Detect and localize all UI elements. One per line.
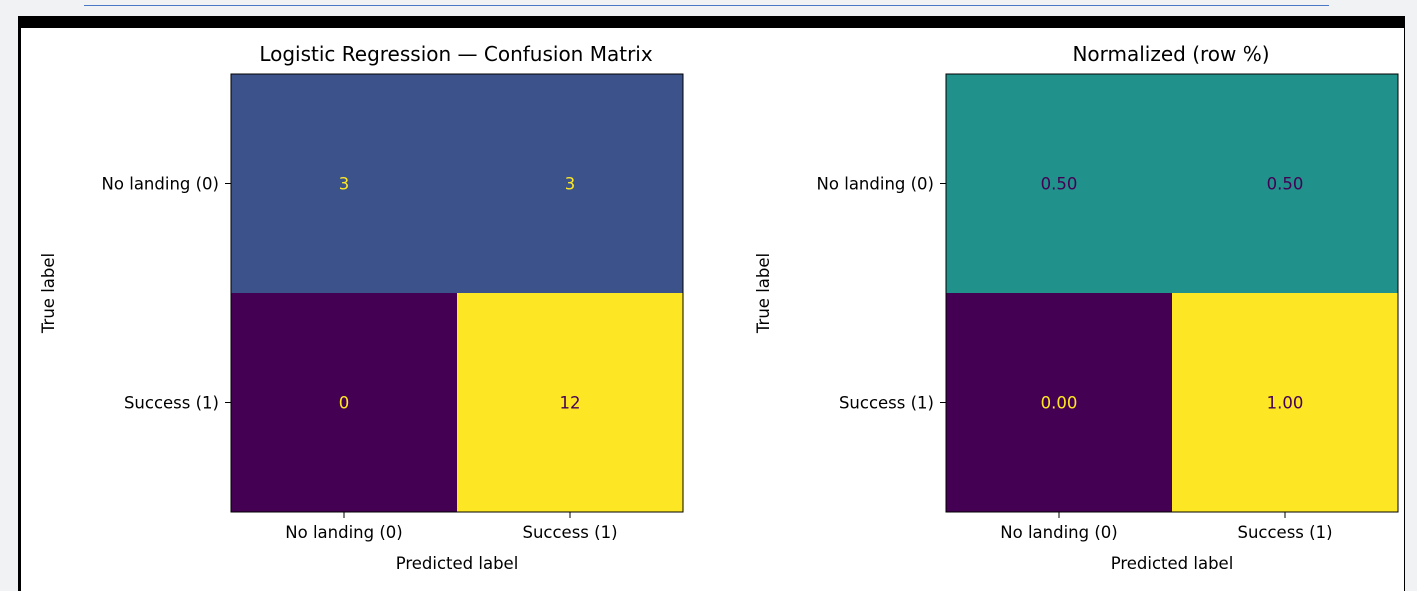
cell-value-label: 12 <box>560 394 581 413</box>
x-tick-label: Success (1) <box>1237 523 1332 542</box>
x-tick-label: Success (1) <box>522 523 617 542</box>
normalized-matrix-panel: Normalized (row %) 0.50 0.50 0.00 1.00 No l… <box>754 42 1399 573</box>
x-axis-label: Predicted label <box>1111 554 1234 573</box>
confusion-matrix-figure: Logistic Regression — Confusion Matrix 3… <box>39 42 1399 573</box>
cell-value-label: 3 <box>565 175 576 194</box>
cell-top-border <box>84 5 1329 6</box>
matrix-cell <box>946 293 1173 513</box>
cell-value-label: 3 <box>339 175 350 194</box>
panel-title: Logistic Regression — Confusion Matrix <box>259 42 653 66</box>
matrix-cell <box>231 74 458 294</box>
y-axis-label: True label <box>39 253 58 334</box>
matrix-cell <box>457 74 684 294</box>
y-axis-label: True label <box>754 253 773 334</box>
cell-value-label: 0 <box>339 394 350 413</box>
matrix-cell <box>1172 293 1399 513</box>
panel-title: Normalized (row %) <box>1072 42 1269 66</box>
matrix-cell <box>946 74 1173 294</box>
matrix-cell <box>457 293 684 513</box>
x-axis-label: Predicted label <box>396 554 519 573</box>
confusion-matrix-panel: Logistic Regression — Confusion Matrix 3… <box>39 42 684 573</box>
figure-canvas: Logistic Regression — Confusion Matrix 3… <box>21 28 1404 591</box>
matrix-cell <box>231 293 458 513</box>
cell-value-label: 1.00 <box>1267 394 1304 413</box>
axes-frame <box>230 73 684 513</box>
y-tick-label: No landing (0) <box>817 175 934 194</box>
axes-frame <box>945 73 1399 513</box>
y-tick-label: No landing (0) <box>102 175 219 194</box>
cell-value-label: 0.50 <box>1267 175 1304 194</box>
cell-value-label: 0.00 <box>1041 394 1078 413</box>
matrix-cell <box>1172 74 1399 294</box>
cell-value-label: 0.50 <box>1041 175 1078 194</box>
y-tick-label: Success (1) <box>124 394 219 413</box>
x-tick-label: No landing (0) <box>1000 523 1117 542</box>
x-tick-label: No landing (0) <box>285 523 402 542</box>
y-tick-label: Success (1) <box>839 394 934 413</box>
